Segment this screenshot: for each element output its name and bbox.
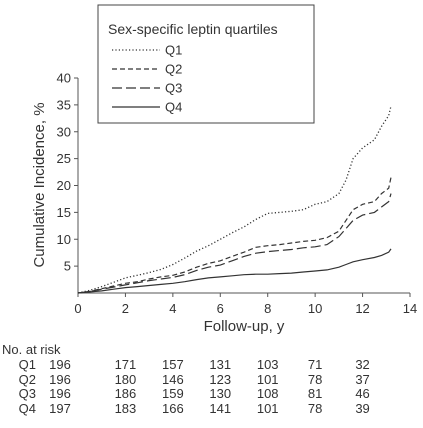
x-tick-label: 6 [217, 301, 224, 316]
risk-cell: 196 [49, 371, 71, 387]
risk-cell: 166 [161, 400, 184, 416]
legend-box [97, 4, 315, 124]
risk-cell: 78 [307, 371, 323, 387]
legend: Sex-specific leptin quartiles Q1 Q2 Q3 Q4 [97, 4, 315, 124]
chart: 5 10 15 20 25 30 35 40 0 2 4 6 8 10 12 14 Cumulative I… [31, 4, 418, 335]
risk-cell: 180 [114, 371, 137, 387]
risk-cell: 196 [49, 386, 71, 401]
risk-cell: 141 [209, 400, 232, 416]
x-tick-label: 0 [74, 301, 81, 316]
risk-cell: 39 [355, 400, 370, 416]
y-tick-label: 10 [57, 232, 71, 247]
risk-cell: 197 [49, 400, 71, 416]
risk-cell: 171 [114, 357, 137, 372]
axes: 5 10 15 20 25 30 35 40 0 2 4 6 8 10 12 14 [57, 71, 418, 317]
risk-cell: 32 [355, 357, 370, 372]
x-tick-label: 8 [264, 301, 271, 316]
risk-row-label: Q3 [18, 386, 36, 401]
series-line-q3 [77, 193, 392, 294]
risk-cell: 183 [114, 400, 137, 416]
y-tick-label: 40 [57, 71, 71, 86]
series-line-q2 [77, 177, 392, 294]
x-tick-label: 2 [122, 301, 129, 316]
x-axis-title: Follow-up, y [204, 318, 285, 335]
risk-cell: 157 [161, 357, 184, 372]
x-tick-label: 4 [169, 301, 176, 316]
y-ticks: 5 10 15 20 25 30 35 40 [57, 71, 78, 274]
y-tick-label: 25 [57, 151, 71, 166]
legend-label-q1: Q1 [165, 43, 182, 58]
risk-cell: 186 [114, 386, 137, 401]
risk-row-label: Q1 [18, 357, 36, 372]
risk-cell: 101 [256, 371, 279, 387]
y-axis-title: Cumulative Incidence, % [31, 102, 48, 267]
risk-cell: 196 [49, 357, 71, 372]
risk-cell: 78 [307, 400, 323, 416]
legend-entries: Q1 Q2 Q3 Q4 [112, 43, 182, 115]
legend-label-q2: Q2 [165, 62, 182, 77]
risk-cell: 71 [307, 357, 323, 372]
series-line-q4 [77, 248, 392, 294]
legend-label-q3: Q3 [165, 81, 182, 96]
legend-label-q4: Q4 [165, 100, 182, 115]
x-tick-label: 14 [403, 301, 417, 316]
risk-cell: 159 [161, 386, 184, 401]
risk-cell: 108 [256, 386, 279, 401]
x-tick-label: 12 [355, 301, 369, 316]
risk-cell: 37 [355, 371, 370, 387]
y-tick-label: 5 [64, 259, 71, 274]
risk-cell: 46 [355, 386, 370, 401]
x-tick-label: 10 [308, 301, 322, 316]
risk-row-label: Q4 [18, 400, 36, 416]
series-group [77, 105, 392, 294]
risk-cell: 123 [209, 371, 232, 387]
risk-cell: 101 [256, 400, 279, 416]
risk-cell: 130 [209, 386, 232, 401]
y-tick-label: 35 [57, 97, 71, 112]
y-tick-label: 20 [57, 178, 71, 193]
risk-cell: 131 [209, 357, 232, 372]
y-tick-label: 30 [57, 124, 71, 139]
risk-cell: 146 [161, 371, 184, 387]
risk-row-label: Q2 [18, 371, 36, 387]
risk-cell: 81 [307, 386, 323, 401]
legend-title: Sex-specific leptin quartiles [108, 21, 278, 37]
risk-cell: 103 [256, 357, 279, 372]
y-tick-label: 15 [57, 205, 71, 220]
risk-table-title: No. at risk [2, 342, 61, 357]
x-ticks: 0 2 4 6 8 10 12 14 [74, 293, 417, 316]
